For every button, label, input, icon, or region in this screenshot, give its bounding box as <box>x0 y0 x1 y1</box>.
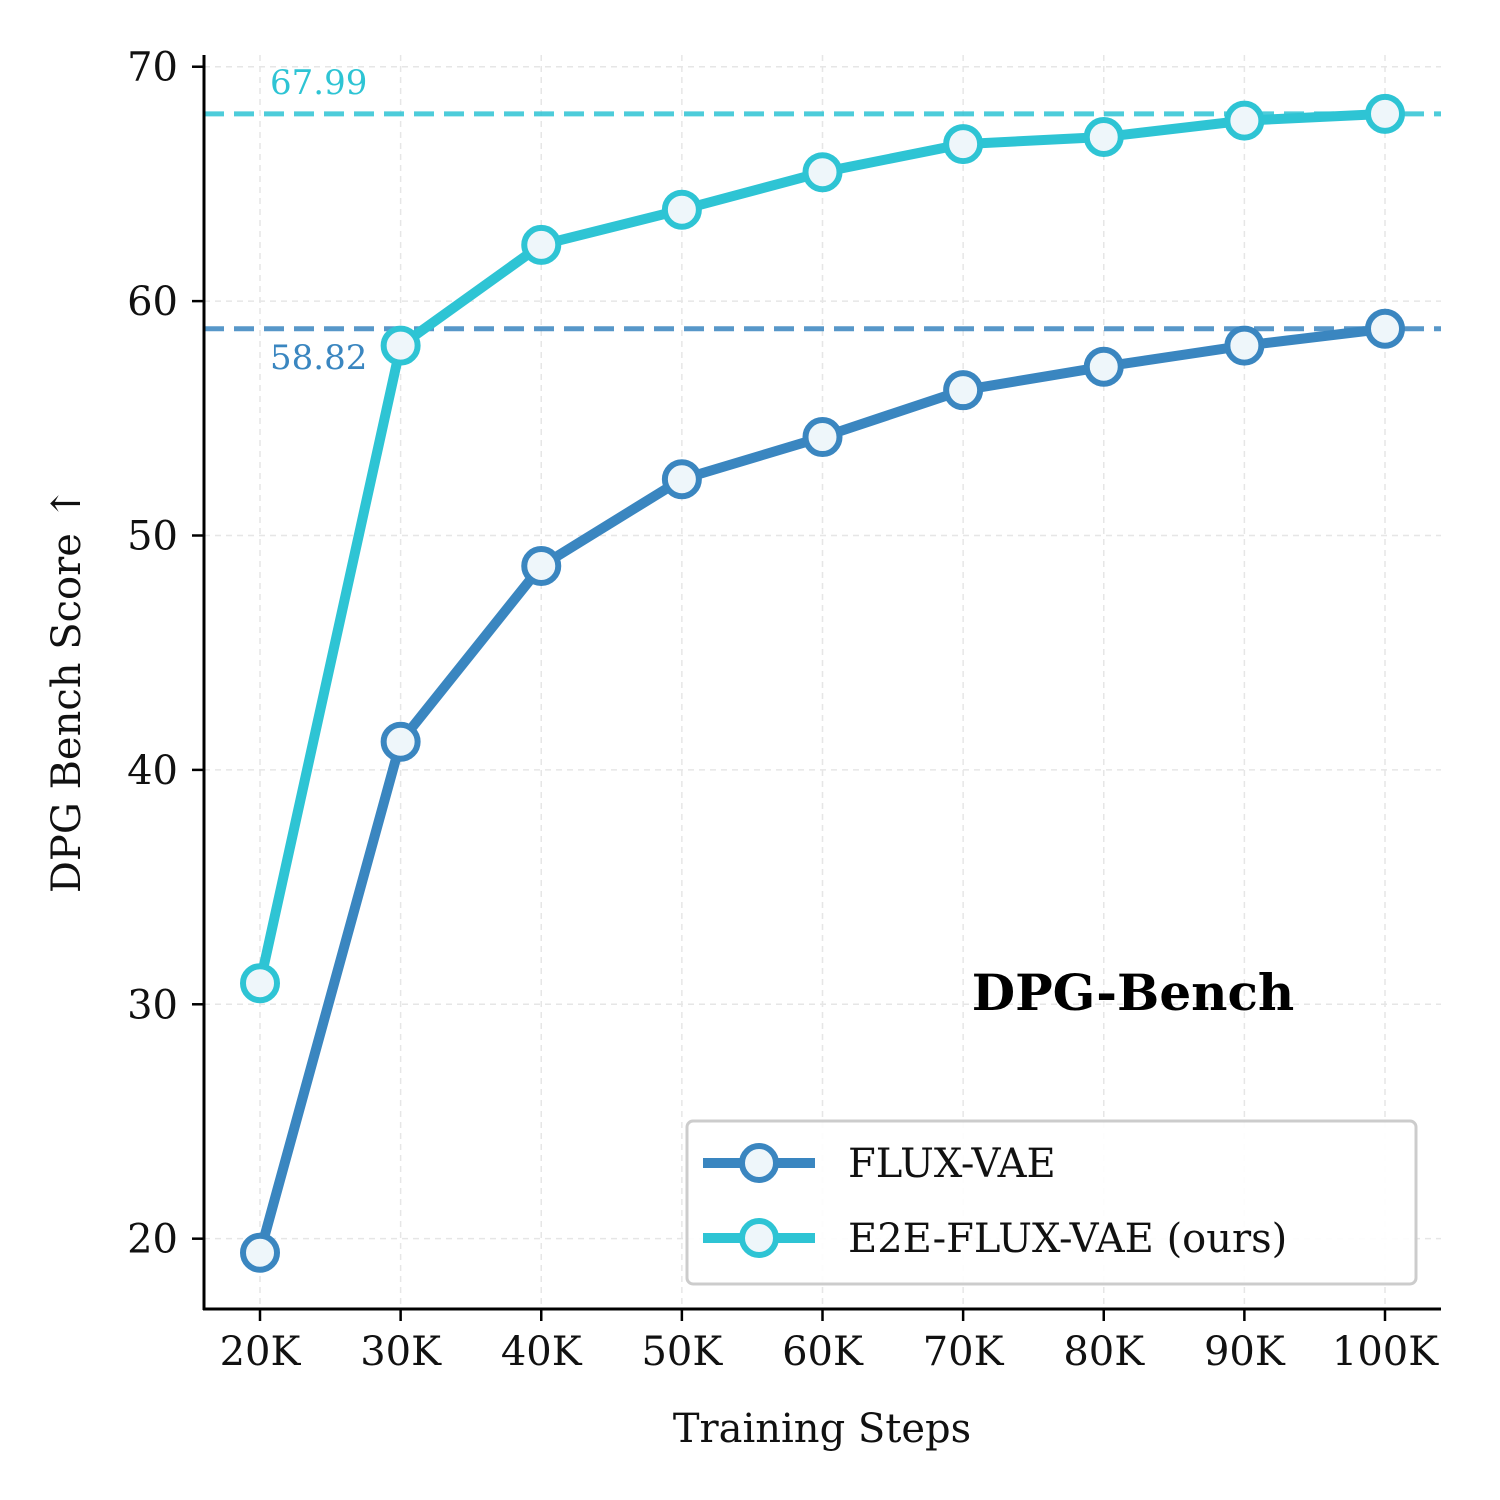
data-point-marker <box>802 152 843 193</box>
reference-line-label: 67.99 <box>270 63 367 103</box>
data-point-marker <box>1224 325 1265 366</box>
x-tick-label: 40K <box>501 1329 583 1375</box>
x-tick-label: 100K <box>1332 1329 1439 1375</box>
reference-line-label: 58.82 <box>270 338 367 378</box>
x-axis-title: Training Steps <box>673 1406 971 1452</box>
x-tick-label: 50K <box>641 1329 723 1375</box>
x-tick-label: 80K <box>1063 1329 1145 1375</box>
data-point-marker <box>1365 308 1405 349</box>
data-point-marker <box>943 370 984 411</box>
data-point-marker <box>802 417 843 458</box>
y-axis-title: DPG Bench Score ↑ <box>44 487 90 893</box>
axes <box>192 55 1441 1321</box>
chart-title: DPG-Bench <box>972 963 1295 1022</box>
data-point-marker <box>240 963 280 1004</box>
data-point-marker <box>1365 93 1405 134</box>
legend-marker <box>739 1143 779 1183</box>
y-tick-label: 60 <box>127 279 178 325</box>
legend-marker <box>739 1218 779 1258</box>
y-tick-label: 40 <box>127 748 178 794</box>
data-point-marker <box>240 1232 280 1273</box>
x-tick-label: 90K <box>1204 1329 1286 1375</box>
y-tick-label: 70 <box>127 45 178 91</box>
data-point-marker <box>1083 117 1124 158</box>
data-point-marker <box>521 224 562 265</box>
tick-labels: 20K 30K 40K 50K 60K 70K 80K 90K 100K 20 30 40 50 60 70 <box>127 45 1439 1375</box>
data-point-marker <box>943 124 984 165</box>
data-point-marker <box>380 325 421 366</box>
legend-box <box>685 1119 1418 1286</box>
data-point-marker <box>521 545 562 586</box>
x-tick-label: 60K <box>782 1329 864 1375</box>
data-series <box>240 93 1405 1273</box>
data-point-marker <box>1083 346 1124 387</box>
x-tick-label: 20K <box>220 1329 302 1375</box>
legend: FLUX-VAE E2E-FLUX-VAE (ours) <box>685 1119 1418 1286</box>
x-tick-label: 70K <box>923 1329 1005 1375</box>
y-tick-label: 50 <box>127 514 178 560</box>
x-tick-label: 30K <box>360 1329 442 1375</box>
data-point-marker <box>661 189 702 230</box>
data-point-marker <box>661 459 702 500</box>
y-tick-label: 30 <box>127 982 178 1028</box>
data-point-marker <box>1224 100 1265 141</box>
legend-label: E2E-FLUX-VAE (ours) <box>848 1216 1287 1262</box>
legend-label: FLUX-VAE <box>848 1141 1056 1187</box>
y-tick-label: 20 <box>127 1217 178 1263</box>
data-point-marker <box>380 721 421 762</box>
